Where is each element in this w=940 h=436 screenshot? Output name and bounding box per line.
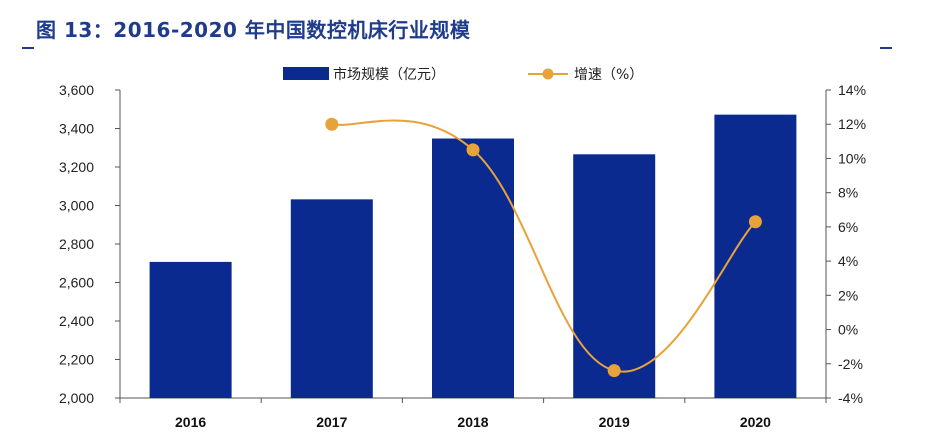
growth-point [748, 215, 762, 229]
legend-bar-label: 市场规模（亿元） [333, 66, 445, 83]
bar [714, 114, 797, 398]
x-tick-label: 2019 [599, 414, 630, 430]
title-rule-right [880, 47, 892, 49]
y-left-tick-label: 2,000 [59, 390, 94, 406]
growth-point [466, 143, 480, 157]
growth-point [325, 117, 339, 131]
y-right-tick-label: 8% [838, 185, 858, 201]
bar [573, 154, 656, 398]
y-right-tick-label: 14% [838, 82, 866, 98]
y-right-tick-label: -2% [838, 356, 863, 372]
y-right-tick-label: 12% [838, 116, 866, 132]
legend-bar-swatch [283, 67, 329, 80]
y-left-tick-label: 3,600 [59, 82, 94, 98]
bar [290, 199, 373, 398]
growth-line [331, 119, 757, 373]
y-right-tick-label: 4% [838, 253, 858, 269]
y-left-tick-label: 2,200 [59, 352, 94, 368]
y-left-tick-label: 3,200 [59, 159, 94, 175]
y-right-tick-label: 0% [838, 322, 858, 338]
chart-title: 图 13：2016-2020 年中国数控机床行业规模 [36, 18, 471, 42]
legend-line-marker [542, 68, 554, 80]
bar [432, 138, 514, 398]
y-right-tick-label: -4% [838, 390, 863, 406]
bar [149, 261, 232, 398]
y-right-tick-label: 6% [838, 219, 858, 235]
x-tick-label: 2017 [316, 414, 347, 430]
y-left-tick-label: 3,000 [59, 198, 94, 214]
y-right-tick-label: 10% [838, 150, 866, 166]
y-left-tick-label: 3,400 [59, 121, 94, 137]
y-left-tick-label: 2,800 [59, 236, 94, 252]
y-left-tick-label: 2,400 [59, 313, 94, 329]
growth-point [607, 364, 621, 378]
title-rule-left [22, 47, 34, 49]
y-left-tick-label: 2,600 [59, 275, 94, 291]
y-right-tick-label: 2% [838, 287, 858, 303]
x-tick-label: 2016 [175, 414, 206, 430]
legend-line-label: 增速（%） [574, 67, 643, 83]
x-tick-label: 2018 [457, 414, 488, 430]
x-tick-label: 2020 [740, 414, 771, 430]
